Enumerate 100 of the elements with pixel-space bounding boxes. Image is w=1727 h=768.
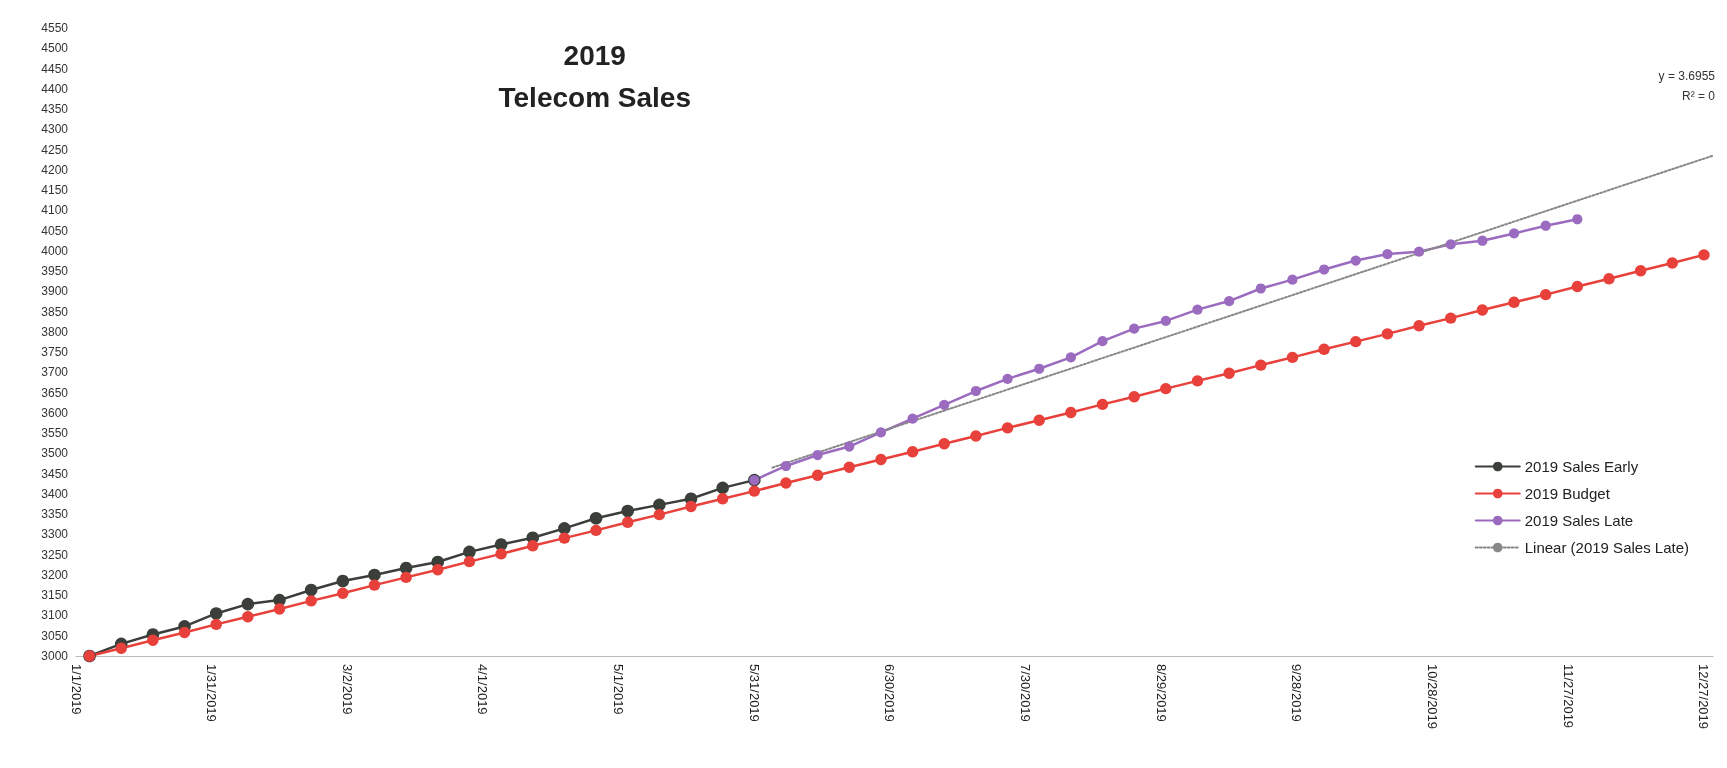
point: [368, 568, 381, 582]
point: [368, 579, 381, 591]
y-tick-label: 4500: [41, 41, 69, 56]
point: [304, 583, 318, 597]
point: [273, 603, 286, 615]
point: [400, 571, 412, 584]
point: [115, 642, 127, 654]
y-tick-label: 3500: [41, 446, 69, 461]
point: [495, 548, 507, 560]
y-tick-label: 4400: [41, 81, 69, 96]
point: [780, 477, 792, 489]
y-tick-label: 4000: [41, 243, 69, 258]
y-tick-label: 4150: [41, 183, 69, 198]
point: [1192, 304, 1203, 315]
point: [558, 532, 571, 544]
legend-label: 2019 Sales Early: [1524, 458, 1639, 475]
legend-label: 2019 Budget: [1524, 485, 1611, 502]
point: [1065, 352, 1076, 363]
point: [1634, 264, 1647, 277]
point: [178, 626, 191, 639]
y-tick-label: 3150: [41, 588, 69, 603]
x-tick-label: 10/28/2019: [1425, 664, 1441, 730]
point: [1223, 367, 1235, 379]
y-tick-label: 3450: [41, 466, 69, 481]
y-tick-label: 4450: [41, 61, 69, 76]
x-tick-label: 5/31/2019: [746, 664, 762, 722]
point: [1445, 239, 1456, 250]
point: [1666, 257, 1678, 269]
y-tick-label: 3650: [41, 385, 69, 400]
point: [1001, 422, 1014, 434]
point: [337, 587, 349, 599]
x-tick-label: 5/1/2019: [611, 664, 627, 715]
y-tick-label: 3750: [41, 345, 69, 360]
point: [1033, 414, 1045, 426]
point: [907, 413, 918, 424]
point: [558, 522, 571, 535]
point: [1224, 295, 1235, 307]
y-tick-label: 3200: [41, 567, 69, 582]
point: [843, 461, 855, 473]
point: [1381, 328, 1394, 340]
point: [1065, 406, 1077, 419]
y-tick-label: 3100: [41, 608, 69, 623]
point: [844, 441, 855, 452]
point: [875, 453, 887, 466]
annotation: R² = 0: [1681, 89, 1716, 103]
x-tick-label: 7/30/2019: [1018, 664, 1034, 722]
annotation: y = 3.6955: [1658, 69, 1716, 83]
point: [1413, 320, 1425, 332]
point: [812, 449, 823, 461]
point: [1539, 288, 1552, 301]
point: [1698, 249, 1710, 261]
text: Telecom Sales: [498, 81, 691, 113]
point: [1571, 280, 1584, 293]
y-tick-label: 3800: [41, 324, 69, 339]
y-tick-label: 3400: [41, 486, 69, 501]
point: [1129, 323, 1140, 334]
point: [622, 516, 634, 528]
point: [1096, 398, 1109, 411]
point: [1287, 274, 1298, 285]
point: [1286, 351, 1299, 364]
point: [1002, 373, 1013, 384]
x-tick-label: 1/31/2019: [204, 664, 220, 722]
point: [811, 469, 824, 481]
point: [938, 438, 950, 450]
point: [432, 564, 444, 576]
x-tick-label: 9/28/2019: [1289, 664, 1305, 722]
x-tick-label: 12/27/2019: [1696, 664, 1712, 730]
point: [875, 427, 887, 438]
point: [1318, 343, 1330, 355]
point: [1350, 255, 1361, 266]
point: [1508, 296, 1520, 308]
point: [1255, 359, 1267, 371]
point: [1128, 391, 1140, 403]
point: [305, 595, 317, 607]
point: [209, 607, 223, 620]
y-tick-label: 4350: [41, 102, 69, 117]
point: [1034, 363, 1045, 374]
y-tick-label: 4550: [41, 21, 69, 35]
point: [463, 545, 476, 559]
y-tick-label: 4250: [41, 142, 69, 157]
point: [1255, 283, 1266, 294]
point: [780, 460, 792, 472]
x-tick-label: 4/1/2019: [475, 664, 491, 715]
point: [589, 511, 603, 525]
y-tick-label: 3900: [41, 284, 69, 299]
y-tick-label: 3000: [41, 649, 69, 663]
y-tick-label: 3550: [41, 426, 69, 441]
point: [716, 493, 729, 505]
point: [1508, 228, 1520, 239]
point: [621, 504, 634, 518]
point: [1603, 273, 1615, 285]
y-tick-label: 4100: [41, 203, 69, 218]
point: [1476, 304, 1489, 316]
y-tick-label: 3050: [41, 628, 69, 643]
point: [939, 399, 950, 410]
point: [1191, 375, 1204, 387]
point: [210, 618, 222, 631]
y-tick-label: 3300: [41, 527, 69, 542]
point: [970, 430, 982, 442]
point: [147, 634, 159, 646]
